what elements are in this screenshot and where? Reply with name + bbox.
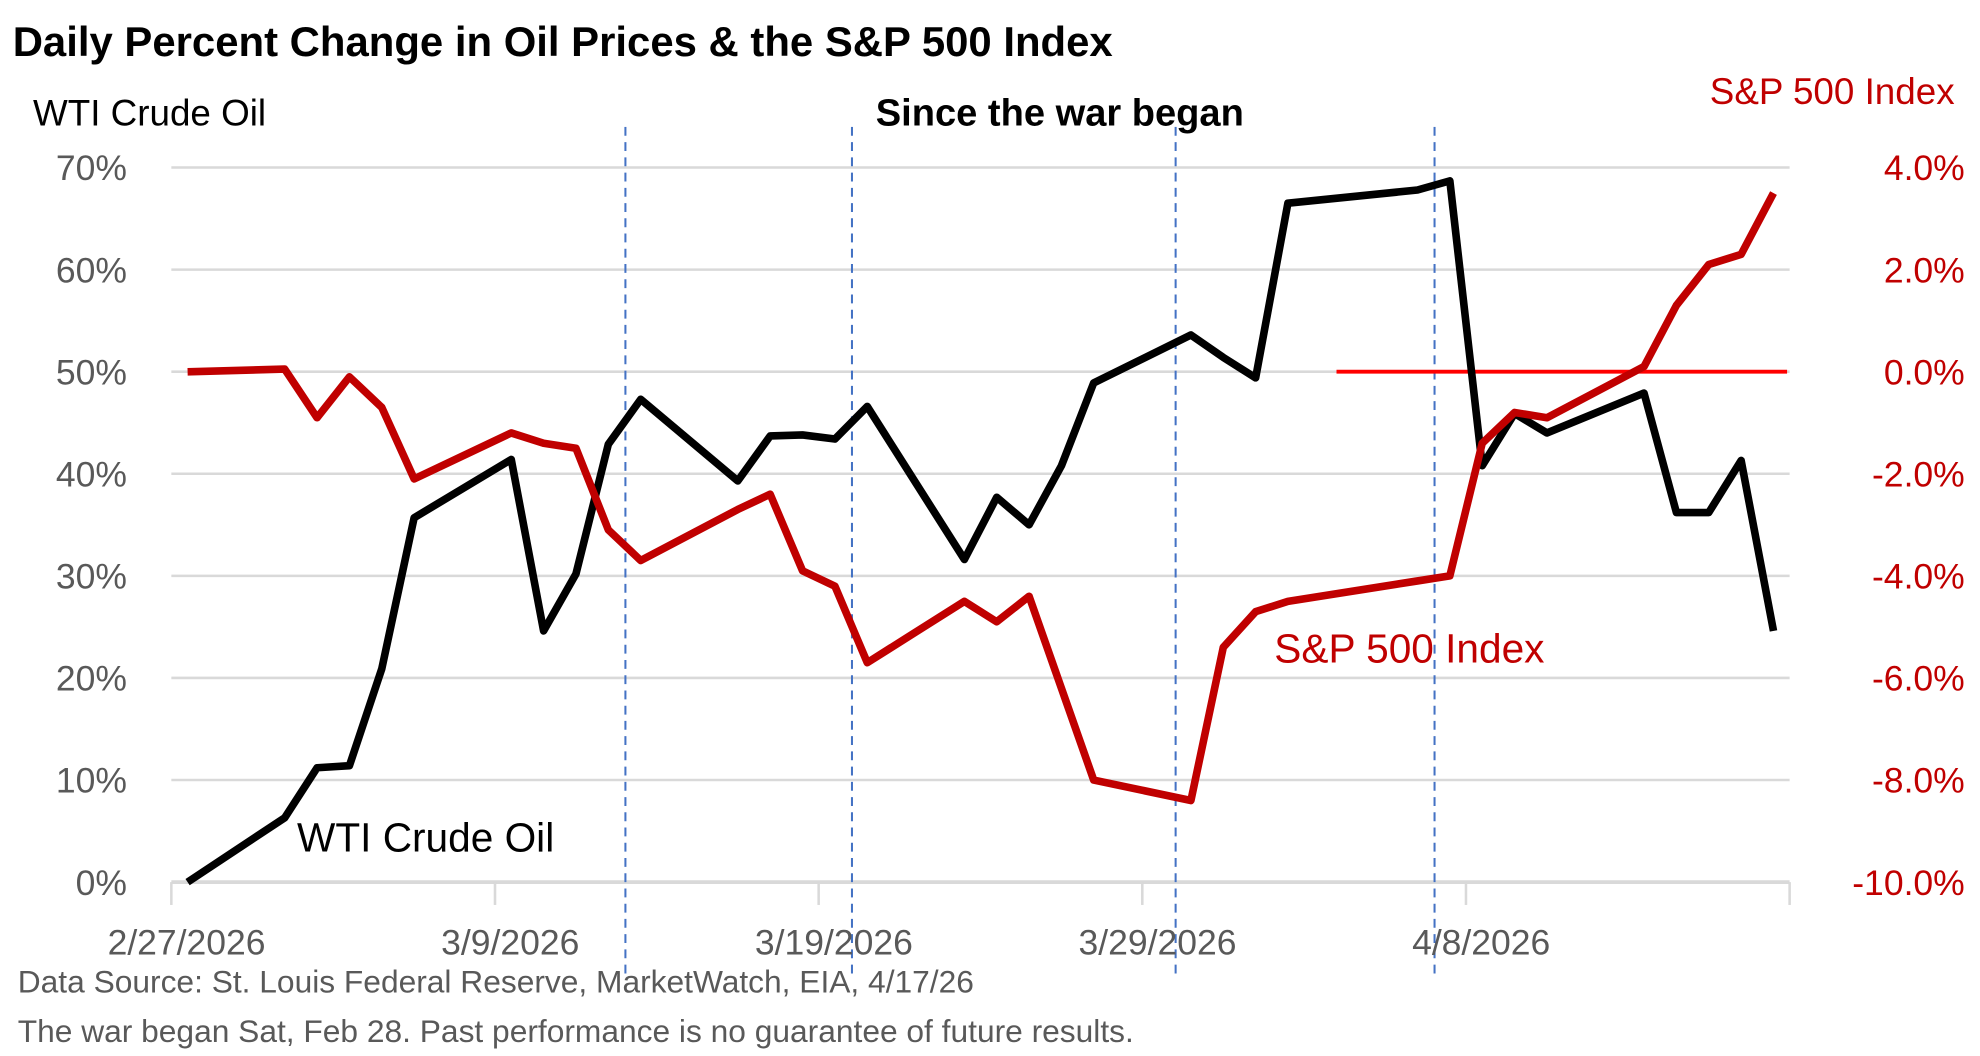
right-tick-label: 2.0% xyxy=(1884,250,1965,290)
left-tick-label: 10% xyxy=(56,761,127,801)
left-tick-label: 40% xyxy=(56,454,127,494)
right-tick-label: 4.0% xyxy=(1884,148,1965,188)
right-tick-label: -6.0% xyxy=(1872,659,1965,699)
sp500-series-line xyxy=(187,191,1777,805)
source-note: Data Source: St. Louis Federal Reserve, … xyxy=(18,964,974,1000)
chart-title: Daily Percent Change in Oil Prices & the… xyxy=(13,18,1113,65)
left-tick-label: 30% xyxy=(56,557,127,597)
x-tick-label: 3/9/2026 xyxy=(441,922,579,962)
x-tick-label: 4/8/2026 xyxy=(1412,922,1550,962)
left-tick-label: 50% xyxy=(56,352,127,392)
left-tick-label: 70% xyxy=(56,148,127,188)
left-tick-label: 0% xyxy=(76,863,127,903)
right-axis-title: S&P 500 Index xyxy=(1710,71,1955,112)
left-tick-label: 60% xyxy=(56,250,127,290)
right-tick-label: -10.0% xyxy=(1852,863,1965,903)
right-tick-label: -4.0% xyxy=(1872,557,1965,597)
disclaimer: The war began Sat, Feb 28. Past performa… xyxy=(18,1013,1134,1049)
right-tick-label: -8.0% xyxy=(1872,761,1965,801)
chart-subtitle: Since the war began xyxy=(876,93,1244,135)
right-tick-label: 0.0% xyxy=(1884,352,1965,392)
right-tick-label: -2.0% xyxy=(1872,454,1965,494)
sp500-series-label: S&P 500 Index xyxy=(1274,626,1544,672)
oil-series-label: WTI Crude Oil xyxy=(297,815,554,861)
x-tick-label: 3/19/2026 xyxy=(755,922,913,962)
x-tick-label: 3/29/2026 xyxy=(1079,922,1237,962)
oil-series-line xyxy=(185,177,1778,886)
left-tick-label: 20% xyxy=(56,659,127,699)
x-tick-label: 2/27/2026 xyxy=(108,922,266,962)
left-axis-title: WTI Crude Oil xyxy=(33,93,266,134)
